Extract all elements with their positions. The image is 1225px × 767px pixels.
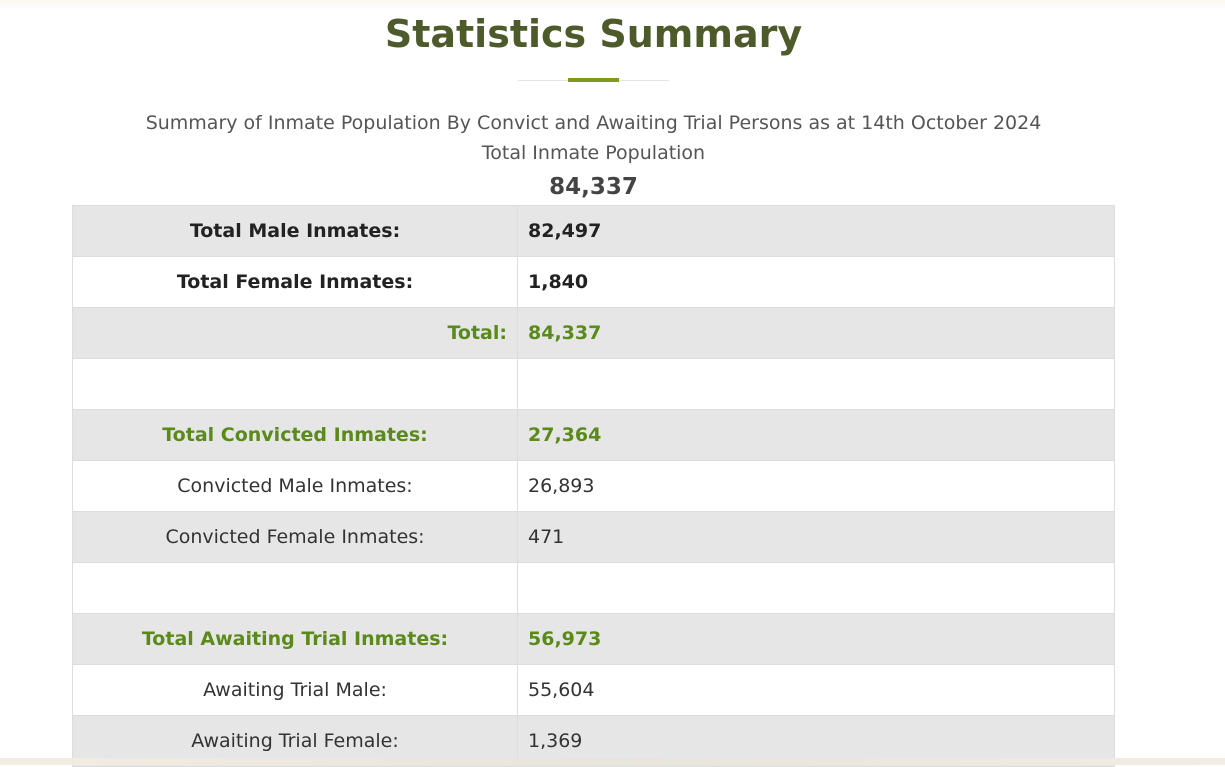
row-value: 84,337 (517, 307, 1115, 359)
table-row: Awaiting Trial Male: 55,604 (72, 664, 1115, 716)
row-label: Convicted Male Inmates: (72, 460, 518, 512)
row-value: 26,893 (517, 460, 1115, 512)
row-label: Awaiting Trial Male: (72, 664, 518, 716)
row-value: 471 (517, 511, 1115, 563)
row-value: 55,604 (517, 664, 1115, 716)
row-label (72, 358, 518, 410)
statistics-table: Total Male Inmates: 82,497 Total Female … (72, 205, 1115, 767)
page-title: Statistics Summary (384, 12, 803, 56)
title-divider-accent (568, 78, 619, 82)
table-row: Total Male Inmates: 82,497 (72, 205, 1115, 257)
table-row: Convicted Female Inmates: 471 (72, 511, 1115, 563)
row-value: 82,497 (517, 205, 1115, 257)
table-row-total: Total: 84,337 (72, 307, 1115, 359)
row-label: Convicted Female Inmates: (72, 511, 518, 563)
row-label: Total Male Inmates: (72, 205, 518, 257)
row-value (517, 562, 1115, 614)
bottom-banner-edge (0, 758, 1225, 765)
summary-subtitle: Summary of Inmate Population By Convict … (145, 112, 1042, 134)
table-row: Total Awaiting Trial Inmates: 56,973 (72, 613, 1115, 665)
table-row: Convicted Male Inmates: 26,893 (72, 460, 1115, 512)
row-value: 27,364 (517, 409, 1115, 461)
row-value (517, 358, 1115, 410)
row-value: 1,840 (517, 256, 1115, 308)
population-value: 84,337 (549, 174, 638, 200)
row-label: Total Awaiting Trial Inmates: (72, 613, 518, 665)
top-banner-edge (0, 0, 1225, 10)
row-label (72, 562, 518, 614)
row-value: 56,973 (517, 613, 1115, 665)
row-label: Total: (72, 307, 518, 359)
table-row: Total Convicted Inmates: 27,364 (72, 409, 1115, 461)
row-label: Total Female Inmates: (72, 256, 518, 308)
table-row-spacer (72, 562, 1115, 614)
table-row: Total Female Inmates: 1,840 (72, 256, 1115, 308)
row-label: Total Convicted Inmates: (72, 409, 518, 461)
population-label: Total Inmate Population (481, 142, 706, 164)
table-row-spacer (72, 358, 1115, 410)
